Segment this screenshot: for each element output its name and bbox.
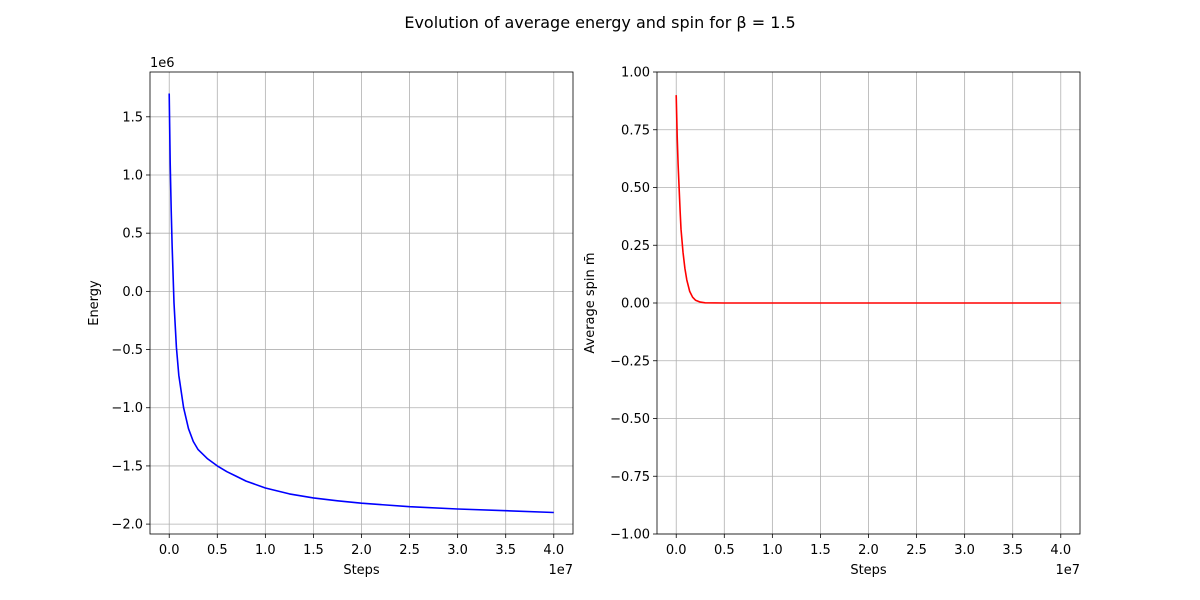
- spin-y-tick-label: 1.00: [621, 66, 650, 81]
- energy-x-tick-label: 2.0: [351, 543, 372, 558]
- spin-y-tick-label: 0.75: [621, 123, 650, 138]
- energy-ticks: 0.0 0.5 1.0 1.5 2.0 2.5 3.0 3.5 4.0 −2.0 −1.5 −1.0 −…: [111, 110, 564, 558]
- spin-x-tick-label: 4.0: [1050, 543, 1071, 558]
- spin-x-tick-label: 2.0: [858, 543, 879, 558]
- energy-y-axis-label: Energy: [87, 280, 102, 326]
- spin-axes: 0.0 0.5 1.0 1.5 2.0 2.5 3.0 3.5 4.0 −1.00 −0.75 −0.…: [583, 66, 1081, 578]
- spin-x-tick-label: 3.5: [1002, 543, 1023, 558]
- energy-x-tick-label: 0.0: [159, 543, 180, 558]
- energy-series-line: [168, 93, 554, 514]
- spin-y-axis-label: Average spin m̄: [583, 252, 598, 353]
- energy-y-tick-label: −0.5: [111, 343, 143, 358]
- energy-x-tick-label: 3.0: [447, 543, 468, 558]
- energy-y-tick-label: 0.5: [122, 227, 143, 242]
- energy-x-tick-label: 1.5: [303, 543, 324, 558]
- spin-x-axis-label: Steps: [850, 563, 887, 578]
- energy-x-tick-label: 3.5: [495, 543, 516, 558]
- energy-y-tick-label: −2.0: [111, 518, 143, 533]
- spin-lines: [675, 95, 1061, 304]
- figure-title: Evolution of average energy and spin for…: [404, 13, 795, 32]
- energy-x-tick-label: 0.5: [207, 543, 228, 558]
- energy-y-tick-label: 1.0: [122, 168, 143, 183]
- spin-ticks: 0.0 0.5 1.0 1.5 2.0 2.5 3.0 3.5 4.0 −1.00 −0.75 −0.…: [610, 66, 1071, 559]
- energy-x-axis-label: Steps: [343, 563, 380, 578]
- energy-x-tick-label: 1.0: [255, 543, 276, 558]
- energy-axes: 0.0 0.5 1.0 1.5 2.0 2.5 3.0 3.5 4.0 −2.0 −1.5 −1.0 −…: [87, 56, 574, 578]
- spin-x-tick-label: 3.0: [954, 543, 975, 558]
- spin-y-tick-label: −0.25: [610, 354, 650, 369]
- spin-series-line: [675, 95, 1061, 304]
- spin-y-tick-label: −1.00: [610, 528, 650, 543]
- spin-y-tick-label: 0.50: [621, 181, 650, 196]
- spin-x-tick-label: 1.5: [810, 543, 831, 558]
- spin-y-tick-label: 0.00: [621, 297, 650, 312]
- energy-lines: [168, 93, 554, 514]
- energy-y-tick-label: 0.0: [122, 285, 143, 300]
- energy-y-tick-label: −1.0: [111, 401, 143, 416]
- energy-grid: [150, 72, 573, 534]
- energy-x-offset-label: 1e7: [548, 563, 573, 578]
- energy-y-tick-label: −1.5: [111, 459, 143, 474]
- spin-x-offset-label: 1e7: [1055, 563, 1080, 578]
- energy-y-tick-label: 1.5: [122, 110, 143, 125]
- energy-y-offset-label: 1e6: [150, 56, 175, 71]
- spin-y-tick-label: −0.75: [610, 470, 650, 485]
- spin-y-tick-label: 0.25: [621, 239, 650, 254]
- energy-x-tick-label: 4.0: [543, 543, 564, 558]
- spin-y-tick-label: −0.50: [610, 412, 650, 427]
- spin-x-tick-label: 0.5: [714, 543, 735, 558]
- spin-x-tick-label: 0.0: [666, 543, 687, 558]
- spin-x-tick-label: 1.0: [762, 543, 783, 558]
- spin-x-tick-label: 2.5: [906, 543, 927, 558]
- energy-x-tick-label: 2.5: [399, 543, 420, 558]
